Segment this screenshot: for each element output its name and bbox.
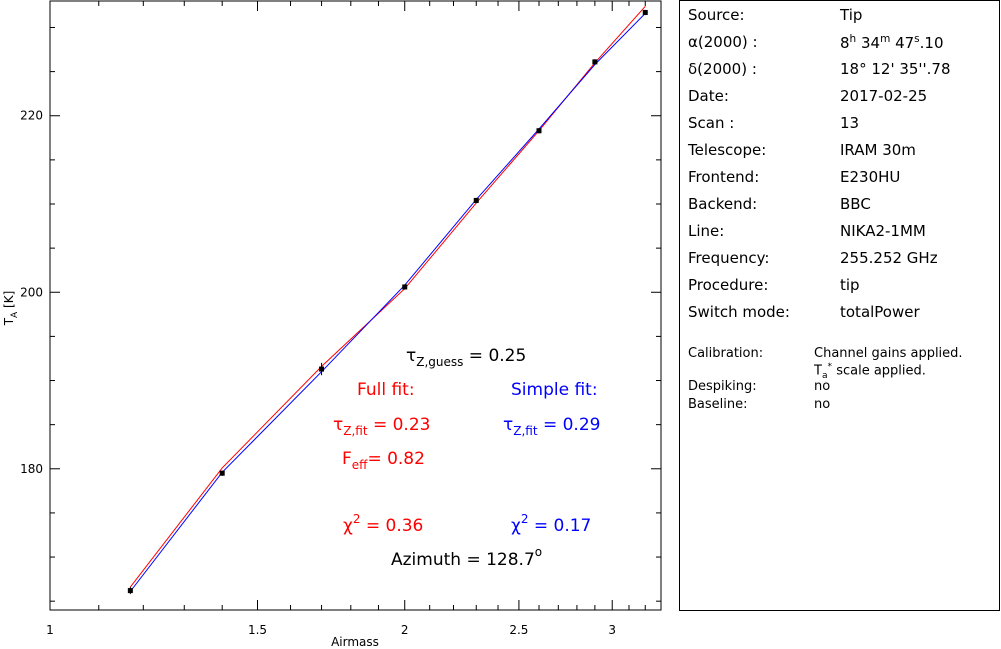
info-value: IRAM 30m	[840, 141, 916, 159]
info-value: BBC	[840, 195, 871, 213]
data-point	[127, 588, 133, 594]
data-points	[127, 9, 648, 595]
info-value: 18° 12' 35''.78	[840, 60, 951, 78]
info-value: E230HU	[840, 168, 901, 186]
tip-plot: 1 1.5 2 2.5 3 180 200 220 Airmass TA [K] τZ,gu…	[2, 0, 662, 649]
x-tick-label: 2.5	[509, 623, 528, 637]
despiking-key: Despiking:	[688, 379, 757, 394]
info-value: tip	[840, 276, 860, 294]
info-key: Switch mode:	[688, 303, 790, 321]
data-point	[319, 366, 325, 372]
baseline-value: no	[814, 397, 831, 412]
plot-frame	[49, 0, 662, 611]
info-key: Scan :	[688, 114, 735, 132]
info-key: Procedure:	[688, 276, 769, 294]
calibration-value-line2: Ta* scale applied.	[814, 362, 926, 381]
info-key: Line:	[688, 222, 725, 240]
full-fit-line	[129, 5, 646, 588]
feff-annotation: Feff= 0.82	[342, 449, 425, 472]
observation-info-panel: Source: Tip α(2000) : 8h 34m 47s.10 δ(2000) …	[679, 0, 1000, 611]
calibration-value-line1: Channel gains applied.	[814, 346, 963, 361]
simple-fit-line	[129, 13, 646, 592]
tau-full-annotation: τZ,fit = 0.23	[333, 415, 430, 438]
y-tick-label: 220	[20, 109, 43, 123]
data-point	[592, 59, 598, 65]
info-value: 8h 34m 47s.10	[840, 33, 944, 52]
info-key: α(2000) :	[688, 33, 758, 51]
tau-guess-annotation: τZ,guess = 0.25	[406, 346, 526, 369]
data-point	[642, 9, 648, 15]
chi-simple-annotation: χ2 = 0.17	[511, 512, 591, 536]
x-tick-label: 1.5	[248, 623, 267, 637]
info-value: totalPower	[840, 303, 920, 321]
info-value: Tip	[840, 6, 863, 24]
data-point	[219, 470, 225, 476]
info-key: Source:	[688, 6, 745, 24]
data-point	[536, 128, 542, 134]
axis-ticks	[49, 1, 661, 610]
info-key: Telescope:	[688, 141, 767, 159]
despiking-value: no	[814, 379, 831, 394]
info-key: δ(2000) :	[688, 60, 757, 78]
tau-simple-annotation: τZ,fit = 0.29	[503, 415, 600, 438]
data-point	[473, 197, 479, 203]
info-value: NIKA2-1MM	[840, 222, 926, 240]
y-axis-label: TA [K]	[2, 291, 20, 327]
fit-lines	[129, 5, 646, 592]
calibration-key: Calibration:	[688, 346, 764, 361]
info-key: Frontend:	[688, 168, 760, 186]
info-value: 13	[840, 114, 860, 132]
x-tick-labels: 1 1.5 2 2.5 3	[46, 623, 616, 637]
y-tick-labels: 180 200 220	[20, 109, 43, 476]
y-tick-label: 200	[20, 285, 43, 299]
info-key: Frequency:	[688, 249, 770, 267]
data-point	[402, 284, 408, 290]
x-tick-label: 3	[608, 623, 616, 637]
x-tick-label: 2	[401, 623, 409, 637]
chi-full-annotation: χ2 = 0.36	[343, 512, 423, 536]
x-axis-label: Airmass	[331, 635, 379, 649]
info-value: 255.252 GHz	[840, 249, 938, 267]
y-tick-label: 180	[20, 462, 43, 476]
full-fit-title: Full fit:	[357, 380, 415, 400]
baseline-key: Baseline:	[688, 397, 748, 412]
info-value: 2017-02-25	[840, 87, 928, 105]
azimuth-annotation: Azimuth = 128.7o	[391, 545, 542, 570]
info-key: Date:	[688, 87, 729, 105]
info-key: Backend:	[688, 195, 758, 213]
x-tick-label: 1	[46, 623, 54, 637]
simple-fit-title: Simple fit:	[511, 380, 598, 400]
